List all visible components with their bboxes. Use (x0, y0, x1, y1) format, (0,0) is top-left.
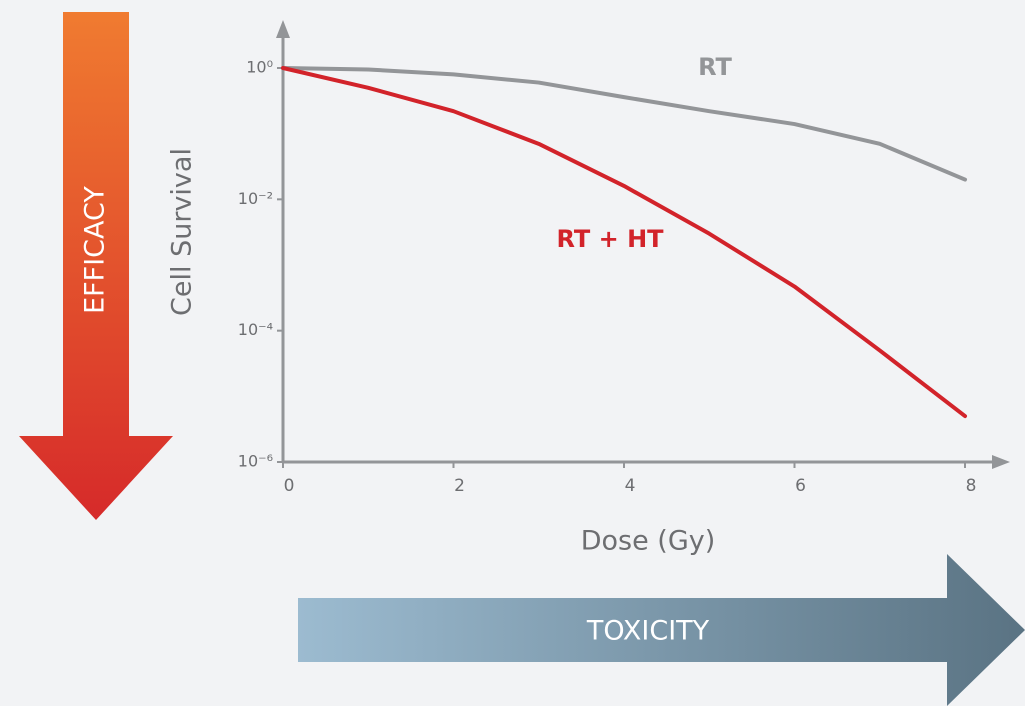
series-label: RT (698, 53, 732, 81)
y-tick-label: 10⁻² (238, 189, 273, 208)
toxicity-label: TOXICITY (586, 616, 710, 647)
toxicity-arrow (298, 554, 1025, 706)
efficacy-arrow (19, 12, 173, 520)
x-axis-arrowhead (992, 455, 1010, 469)
y-tick-label: 10⁻⁴ (238, 320, 273, 339)
x-tick-label: 0 (284, 476, 295, 496)
x-tick-label: 4 (625, 476, 636, 496)
x-tick-label: 2 (454, 476, 465, 496)
x-tick-label: 6 (795, 476, 806, 496)
y-tick-label: 10⁰ (246, 58, 273, 77)
plot: 10⁰ 10⁻² 10⁻⁴ 10⁻⁶ 0 2 4 6 8 RT RT + HT (238, 53, 977, 496)
series-line (281, 66, 967, 419)
y-tick-label: 10⁻⁶ (238, 452, 273, 471)
y-axis-label: Cell Survival (167, 148, 198, 316)
x-axis-label: Dose (Gy) (581, 526, 716, 557)
series-line (281, 66, 967, 182)
x-tick-label: 8 (966, 476, 977, 496)
series-label: RT + HT (556, 225, 664, 253)
y-axis-arrowhead (276, 20, 290, 38)
efficacy-label: EFFICACY (80, 186, 111, 314)
